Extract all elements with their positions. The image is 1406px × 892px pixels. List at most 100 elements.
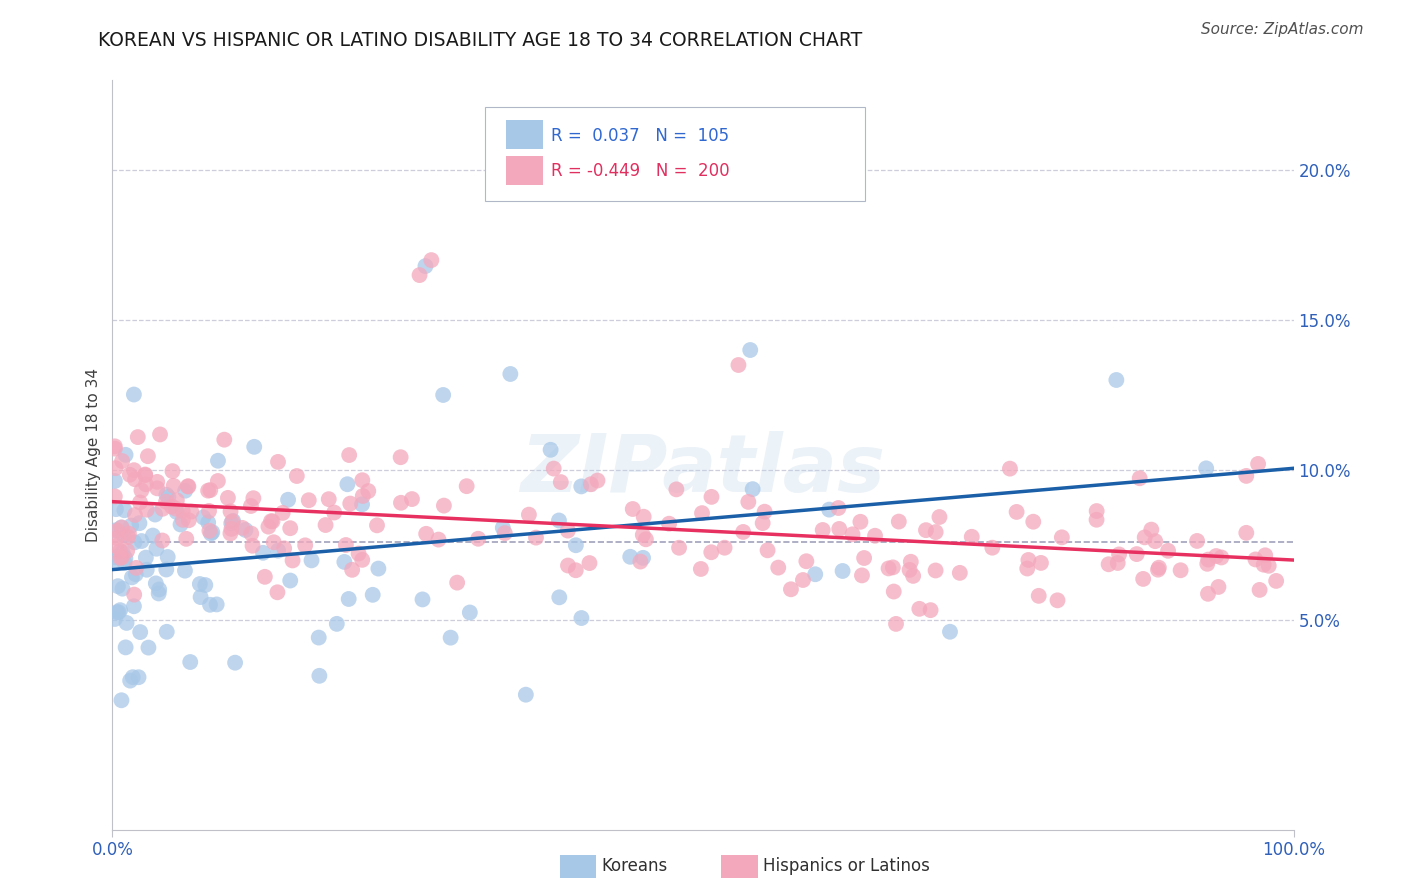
Point — [335, 538, 357, 552]
Point — [111, 520, 134, 534]
Y-axis label: Disability Age 18 to 34: Disability Age 18 to 34 — [86, 368, 101, 542]
Point — [565, 538, 588, 552]
Point — [197, 516, 219, 530]
Point — [634, 533, 657, 547]
Point — [111, 582, 134, 596]
Point — [298, 493, 321, 508]
Point — [105, 502, 128, 516]
Point — [308, 631, 330, 645]
Point — [179, 655, 201, 669]
Point — [121, 670, 143, 684]
Point — [751, 516, 773, 530]
Point — [908, 602, 931, 616]
Point — [540, 442, 562, 457]
Point — [499, 367, 522, 381]
Point — [121, 570, 143, 584]
Point — [124, 472, 146, 486]
Point — [217, 491, 239, 505]
Point — [160, 500, 183, 514]
Point — [105, 531, 128, 545]
Point — [548, 591, 571, 605]
Point — [156, 624, 179, 639]
Point — [689, 562, 711, 576]
Point — [1208, 580, 1230, 594]
Point — [124, 535, 146, 549]
Point — [149, 427, 172, 442]
Point — [180, 505, 202, 519]
Point — [1147, 563, 1170, 577]
Point — [1085, 504, 1108, 518]
Point — [1144, 534, 1167, 549]
Point — [792, 573, 814, 587]
Point — [125, 561, 148, 575]
Point — [198, 598, 221, 612]
Point — [285, 469, 308, 483]
Point — [543, 461, 565, 475]
Point — [882, 560, 904, 574]
Point — [427, 533, 450, 547]
Point — [700, 545, 723, 559]
Point — [517, 508, 540, 522]
Point — [1050, 530, 1073, 544]
Point — [1254, 549, 1277, 563]
Point — [524, 531, 547, 545]
Point — [768, 560, 790, 574]
Point — [981, 541, 1004, 555]
Point — [221, 515, 243, 529]
Point — [104, 490, 127, 504]
Point — [105, 605, 128, 619]
Point — [104, 524, 127, 538]
Point — [928, 510, 950, 524]
Point — [197, 483, 219, 498]
Point — [631, 550, 654, 565]
Point — [135, 563, 157, 577]
Point — [796, 554, 818, 568]
Point — [120, 673, 142, 688]
Point — [1234, 469, 1257, 483]
Point — [557, 524, 579, 538]
Point — [200, 526, 222, 541]
Point — [1132, 572, 1154, 586]
Point — [224, 656, 246, 670]
Point — [112, 528, 135, 542]
Point — [557, 558, 579, 573]
Point — [190, 590, 212, 604]
Point — [122, 599, 145, 614]
Point — [172, 513, 194, 527]
Point — [252, 546, 274, 560]
Point — [323, 506, 346, 520]
Point — [104, 550, 127, 565]
Point — [114, 448, 136, 462]
Point — [148, 586, 170, 600]
Point — [162, 464, 184, 478]
Point — [104, 474, 127, 488]
Point — [811, 523, 834, 537]
Point — [166, 493, 188, 508]
Point — [631, 528, 654, 542]
Point — [155, 562, 177, 576]
Point — [111, 454, 134, 468]
Point — [352, 497, 374, 511]
Point — [960, 530, 983, 544]
Point — [440, 631, 463, 645]
Point — [174, 564, 197, 578]
Point — [411, 592, 433, 607]
Point — [152, 501, 174, 516]
Point — [548, 514, 571, 528]
Point — [1247, 457, 1270, 471]
Point — [281, 553, 304, 567]
Point — [257, 519, 280, 533]
Point — [578, 556, 600, 570]
Point — [129, 495, 152, 509]
Point — [352, 489, 374, 503]
Point — [242, 539, 264, 553]
Point — [231, 521, 253, 535]
Point — [108, 544, 131, 558]
Point — [104, 439, 127, 453]
Point — [114, 551, 136, 566]
Point — [887, 515, 910, 529]
Text: KOREAN VS HISPANIC OR LATINO DISABILITY AGE 18 TO 34 CORRELATION CHART: KOREAN VS HISPANIC OR LATINO DISABILITY … — [98, 31, 863, 50]
Point — [271, 506, 294, 520]
Point — [665, 483, 688, 497]
Point — [318, 492, 340, 507]
